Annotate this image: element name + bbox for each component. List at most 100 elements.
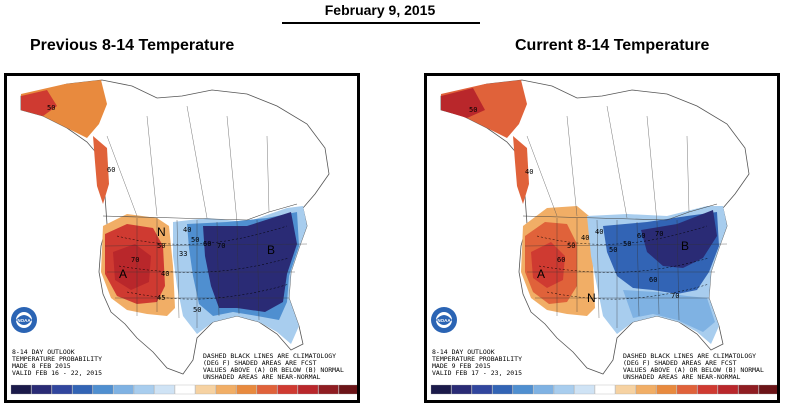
south-light-below [623,290,715,332]
climatology-lines [116,225,290,300]
contour-label: 40 [161,270,169,278]
legend-swatch [92,384,114,395]
noaa-logo-text: NOAA [17,318,31,323]
contour-label: 50 [193,306,201,314]
note-line4: UNSHADED AREAS ARE NEAR-NORMAL [623,373,740,381]
legend-swatch [215,384,237,395]
note-line3: VALUES ABOVE (A) OR BELOW (B) NORMAL [623,366,764,374]
legend-swatch [256,384,278,395]
made-date: MADE 8 FEB 2015 [12,362,71,370]
us-canada-border [102,203,298,221]
legend-swatch [10,384,32,395]
legend-swatch [51,384,73,395]
alaska-strong-above [441,88,485,118]
alaska-strong-above [21,90,57,116]
state-lines [104,218,308,328]
legend-swatch [615,384,636,395]
province-lines [526,105,690,223]
contour-label: 40 [183,226,191,234]
east-strong-below [641,210,717,268]
west-core-above [531,242,565,288]
contour-label: 50 [469,106,477,114]
legend-swatch [318,384,339,395]
contour-label: 60 [107,166,115,174]
noaa-logo-icon: NOAA [11,307,37,333]
contour-label: 50 [157,242,165,250]
province-lines [106,105,270,223]
probability-legend [10,384,357,395]
legend-swatch [533,384,554,395]
contour-label: 60 [649,276,657,284]
legend-swatch [471,384,493,395]
outlook-line1: 8-14 DAY OUTLOOK [432,348,495,356]
legend-swatch [31,384,52,395]
valid-dates: VALID FEB 17 - 23, 2015 [432,369,522,377]
contour-label: 40 [595,228,603,236]
contour-label: 60 [203,240,211,248]
previous-map-graphic: A B N 50 60 70 50 40 50 60 70 33 40 45 5… [10,79,357,395]
above-label: A [119,267,127,281]
legend-swatch [338,384,357,395]
date-underline [282,22,480,24]
legend-swatch [553,384,575,395]
bc-coast-above [93,136,109,204]
note-line2: (DEG F) SHADED AREAS ARE FCST [203,359,317,367]
probability-legend [430,384,777,395]
contour-label: 50 [191,236,199,244]
note-line4: UNSHADED AREAS ARE NEAR-NORMAL [203,373,320,381]
note-line2: (DEG F) SHADED AREAS ARE FCST [623,359,737,367]
current-map-graphic: A B N 50 40 60 40 50 60 70 50 60 70 40 5… [430,79,777,395]
note-line1: DASHED BLACK LINES ARE CLIMATOLOGY [203,352,336,360]
normal-label: N [587,291,596,305]
below-label: B [681,239,689,253]
legend-swatch [451,384,472,395]
legend-swatch [656,384,677,395]
noaa-logo-text: NOAA [437,318,451,323]
legend-swatch [430,384,452,395]
bc-coast-above [513,136,529,204]
normal-label: N [157,225,166,239]
legend-swatch [72,384,93,395]
contour-label: 70 [671,292,679,300]
previous-outlook-map: A B N 50 60 70 50 40 50 60 70 33 40 45 5… [4,73,360,403]
legend-swatch [594,384,616,395]
legend-swatch [635,384,657,395]
outlook-line1: 8-14 DAY OUTLOOK [12,348,75,356]
legend-swatch [277,384,298,395]
made-date: MADE 9 FEB 2015 [432,362,491,370]
noaa-logo-icon: NOAA [431,307,457,333]
legend-swatch [676,384,698,395]
state-lines [524,218,728,328]
contour-label: 33 [179,250,187,258]
legend-swatch [236,384,257,395]
contour-label: 70 [655,230,663,238]
east-strong-below [203,212,297,312]
contour-label: 40 [581,234,589,242]
contour-label: 50 [623,240,631,248]
contour-label: 40 [525,168,533,176]
legend-swatch [174,384,196,395]
legend-swatch [574,384,595,395]
outlook-line2: TEMPERATURE PROBABILITY [12,355,102,363]
above-label: A [537,267,545,281]
legend-swatch [697,384,718,395]
contour-label: 70 [131,256,139,264]
contour-label: 50 [567,242,575,250]
legend-swatch [133,384,155,395]
legend-swatch [113,384,134,395]
contour-label: 50 [47,104,55,112]
legend-swatch [717,384,739,395]
previous-panel-title: Previous 8-14 Temperature [30,37,235,54]
legend-swatch [512,384,534,395]
date-title: February 9, 2015 [324,2,436,18]
legend-swatch [195,384,216,395]
note-line3: VALUES ABOVE (A) OR BELOW (B) NORMAL [203,366,344,374]
legend-swatch [154,384,175,395]
legend-swatch [758,384,777,395]
legend-swatch [297,384,319,395]
contour-label: 60 [557,256,565,264]
contour-label: 45 [157,294,165,302]
current-panel-title: Current 8-14 Temperature [515,37,710,54]
outlook-line2: TEMPERATURE PROBABILITY [432,355,522,363]
contour-label: 70 [217,242,225,250]
